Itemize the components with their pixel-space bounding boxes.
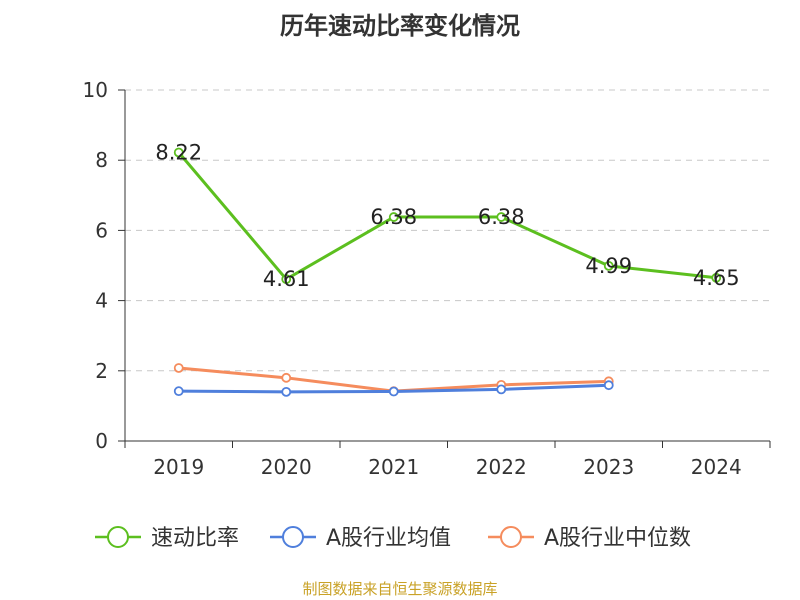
x-tick-label: 2019 <box>153 455 204 479</box>
data-labels: 8.22 4.61 6.38 6.38 4.99 4.65 <box>155 140 739 291</box>
y-tick-label: 4 <box>95 289 108 313</box>
data-point[interactable] <box>388 212 399 222</box>
data-point[interactable] <box>281 386 292 397</box>
legend-item[interactable]: 速动比率 <box>95 526 239 551</box>
data-point[interactable] <box>173 386 184 397</box>
series-lines <box>173 147 722 397</box>
data-point[interactable] <box>281 274 292 285</box>
data-label: 6.38 <box>370 205 417 229</box>
axes: 0 2 4 6 8 10 2019 2020 2021 2022 2023 2024 <box>83 78 771 479</box>
x-tick-label: 2023 <box>583 455 634 479</box>
data-point[interactable] <box>711 272 722 283</box>
legend-label: A股行业中位数 <box>544 526 691 551</box>
legend-label: 速动比率 <box>151 526 239 551</box>
data-label: 8.22 <box>155 140 202 164</box>
legend-item[interactable]: A股行业中位数 <box>488 526 691 551</box>
legend-marker-icon <box>282 526 304 548</box>
legend-marker-icon <box>107 526 129 548</box>
data-label: 4.99 <box>585 254 632 278</box>
y-tick-label: 8 <box>95 148 108 172</box>
series-line <box>177 151 717 281</box>
data-point[interactable] <box>388 386 399 397</box>
x-tick-label: 2021 <box>368 455 419 479</box>
y-tick-label: 2 <box>95 359 108 383</box>
data-label: 6.38 <box>478 205 525 229</box>
data-label: 4.65 <box>693 266 740 290</box>
data-point[interactable] <box>281 372 292 383</box>
chart-title: 历年速动比率变化情况 <box>280 12 520 40</box>
y-tick-label: 10 <box>83 78 108 102</box>
legend[interactable]: 速动比率 A股行业均值 A股行业中位数 <box>95 526 691 551</box>
data-point[interactable] <box>496 384 507 395</box>
data-point[interactable] <box>496 212 507 222</box>
x-tick-label: 2020 <box>261 455 312 479</box>
data-point[interactable] <box>173 363 184 373</box>
grid-lines <box>125 89 770 372</box>
data-point[interactable] <box>603 260 614 271</box>
legend-item[interactable]: A股行业均值 <box>270 526 451 551</box>
source-credit: 制图数据来自恒生聚源数据库 <box>302 580 498 598</box>
x-tick-label: 2024 <box>691 455 742 479</box>
x-tick-label: 2022 <box>476 455 527 479</box>
y-tick-label: 6 <box>95 218 108 242</box>
data-point[interactable] <box>173 147 184 158</box>
legend-label: A股行业均值 <box>326 526 451 551</box>
legend-marker-icon <box>500 526 522 548</box>
data-point[interactable] <box>603 380 614 391</box>
data-label: 4.61 <box>263 267 310 291</box>
y-tick-label: 0 <box>95 429 108 453</box>
